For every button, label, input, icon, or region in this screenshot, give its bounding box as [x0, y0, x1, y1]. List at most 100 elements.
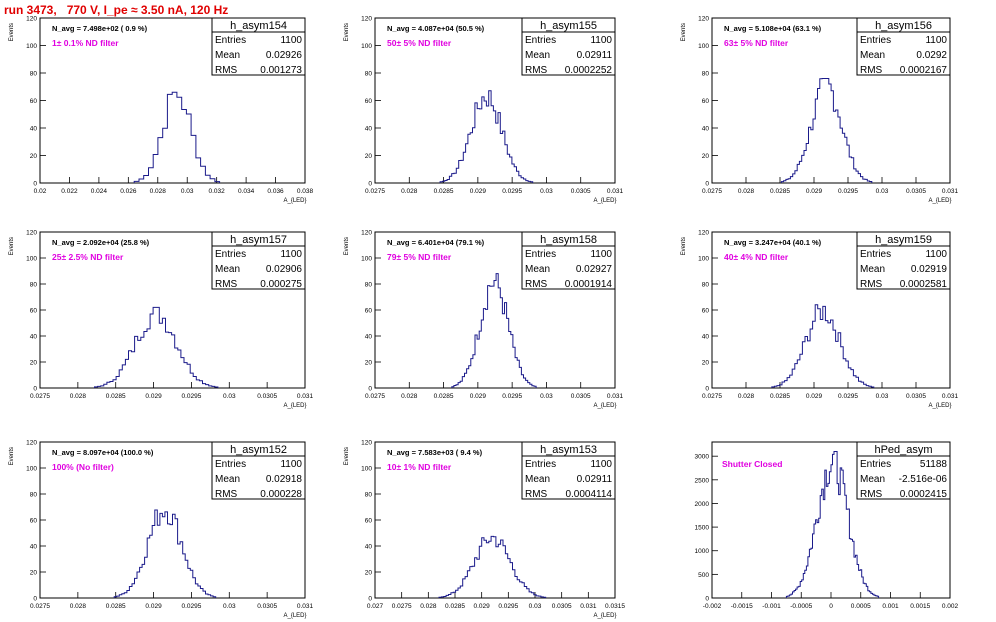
y-tick-label: 80	[702, 71, 710, 78]
x-tick-label: 0.03	[540, 188, 553, 195]
x-tick-label: -0.002	[703, 603, 722, 610]
histogram-curve	[785, 451, 880, 598]
x-tick-label: 0.0285	[106, 603, 126, 610]
x-axis-title: A_{LED}	[283, 613, 306, 619]
y-tick-label: 80	[365, 492, 373, 499]
panel-h_asym155: 0.0275 0.028 0.0285 0.029 0.0295 0.03 0.0305 0.…	[344, 16, 624, 205]
stats-value: 1100	[590, 459, 612, 470]
stats-label: Entries	[215, 459, 246, 470]
x-tick-label: -0.0005	[790, 603, 812, 610]
y-tick-label: 20	[365, 153, 373, 160]
y-axis-title: Events	[344, 23, 350, 41]
y-tick-label: 20	[702, 360, 710, 367]
navg-label: N_avg = 8.097e+04 (100.0 %)	[52, 448, 154, 457]
filter-label: 40± 4% ND filter	[724, 252, 789, 262]
x-tick-label: 0.03	[529, 603, 542, 610]
stats-value: 1100	[280, 459, 302, 470]
histogram-curve	[780, 78, 873, 183]
stats-label: Mean	[525, 264, 550, 275]
x-tick-label: 0.0305	[257, 603, 277, 610]
x-tick-label: 0.0275	[392, 603, 412, 610]
x-tick-label: 0.029	[806, 188, 823, 195]
x-tick-label: 0.03	[540, 393, 553, 400]
stats-value: -2.516e-06	[899, 474, 948, 485]
x-tick-label: 0.026	[120, 188, 137, 195]
x-tick-label: 0.03	[181, 188, 194, 195]
y-tick-label: 60	[30, 518, 38, 525]
x-axis-title: A_{LED}	[593, 403, 616, 409]
y-tick-label: 100	[26, 256, 37, 263]
y-tick-label: 100	[26, 43, 37, 50]
stats-title: h_asym158	[540, 234, 597, 246]
x-tick-label: 0.027	[367, 603, 384, 610]
x-tick-label: 0.0295	[838, 393, 858, 400]
stats-value: 0.000228	[260, 489, 302, 500]
stats-label: Mean	[860, 50, 885, 61]
filter-label: 1± 0.1% ND filter	[52, 38, 119, 48]
stats-label: RMS	[860, 279, 883, 290]
x-tick-label: 0.031	[297, 393, 314, 400]
stats-label: Entries	[215, 35, 246, 46]
x-tick-label: 0.0015	[910, 603, 930, 610]
y-tick-label: 60	[30, 308, 38, 315]
stats-box	[521, 17, 616, 76]
stats-title: h_asym159	[875, 234, 932, 246]
x-tick-label: 0.029	[470, 188, 487, 195]
filter-label: 50± 5% ND filter	[387, 38, 452, 48]
x-tick-label: 0.031	[607, 393, 624, 400]
stats-box	[856, 231, 951, 290]
x-tick-label: 0.028	[401, 393, 418, 400]
y-tick-label: 1000	[695, 548, 710, 555]
x-tick-label: 0.0285	[106, 393, 126, 400]
y-tick-label: 120	[361, 440, 372, 447]
stats-box	[521, 231, 616, 290]
histogram-curve	[94, 306, 219, 388]
x-tick-label: 0.0285	[770, 188, 790, 195]
y-tick-label: 60	[365, 308, 373, 315]
y-tick-label: 3000	[695, 454, 710, 461]
stats-label: RMS	[525, 65, 548, 76]
y-tick-label: 80	[365, 71, 373, 78]
stats-box	[856, 441, 951, 500]
stats-label: Entries	[525, 459, 556, 470]
x-tick-label: 0.031	[607, 188, 624, 195]
x-tick-label: 0.0285	[445, 603, 465, 610]
filter-label: 63± 5% ND filter	[724, 38, 789, 48]
panel-h_asym158: 0.0275 0.028 0.0285 0.029 0.0295 0.03 0.0305 0.…	[344, 230, 624, 410]
x-tick-label: 0.024	[91, 188, 108, 195]
y-tick-label: 0	[705, 596, 709, 603]
y-tick-label: 0	[368, 596, 372, 603]
y-tick-label: 120	[26, 440, 37, 447]
stats-label: Entries	[215, 249, 246, 260]
x-tick-label: 0.0285	[770, 393, 790, 400]
stats-label: Entries	[860, 249, 891, 260]
y-tick-label: 20	[702, 153, 710, 160]
stats-value: 0.0002252	[565, 65, 613, 76]
y-tick-label: 80	[30, 492, 38, 499]
stats-value: 0.0292	[916, 50, 947, 61]
x-tick-label: 0.0275	[702, 393, 722, 400]
x-tick-label: 0.0295	[502, 393, 522, 400]
panel-h_asym152: 0.0275 0.028 0.0285 0.029 0.0295 0.03 0.0305 0.…	[9, 440, 314, 620]
x-axis-title: A_{LED}	[928, 198, 951, 204]
x-tick-label: 0.0295	[181, 603, 201, 610]
y-tick-label: 40	[702, 126, 710, 133]
y-tick-label: 40	[30, 544, 38, 551]
y-tick-label: 120	[26, 16, 37, 23]
stats-value: 0.02919	[911, 264, 948, 275]
stats-value: 1100	[280, 35, 302, 46]
y-tick-label: 80	[30, 71, 38, 78]
x-tick-label: 0.0285	[434, 188, 454, 195]
y-tick-label: 0	[33, 181, 37, 188]
stats-value: 1100	[590, 249, 612, 260]
stats-label: Mean	[215, 264, 240, 275]
filter-label: 10± 1% ND filter	[387, 462, 452, 472]
x-tick-label: 0.028	[420, 603, 437, 610]
filter-label: Shutter Closed	[722, 459, 782, 469]
stats-value: 0.02926	[266, 50, 303, 61]
y-tick-label: 1500	[695, 525, 710, 532]
y-tick-label: 60	[365, 98, 373, 105]
stats-value: 1100	[925, 35, 947, 46]
stats-label: RMS	[525, 279, 548, 290]
x-tick-label: 0	[829, 603, 833, 610]
